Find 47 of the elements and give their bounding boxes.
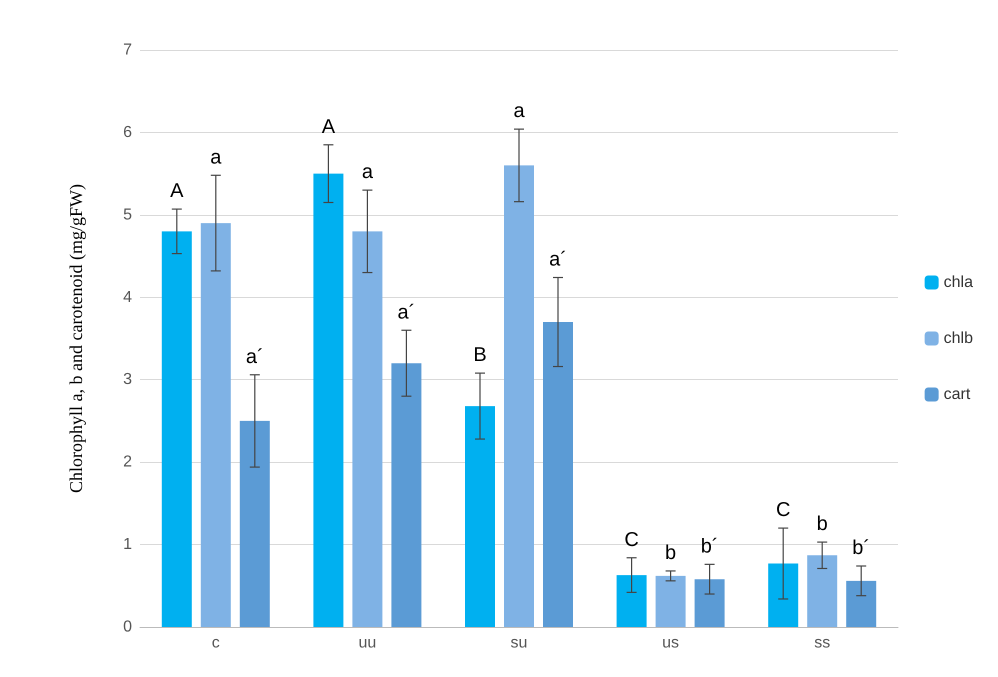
legend-label: chla [944, 274, 974, 291]
y-tick-label: 1 [123, 536, 132, 554]
data-label: B [473, 344, 487, 366]
x-tick-label: su [510, 634, 528, 652]
y-axis-title: Chlorophyll a, b and carotenoid (mg/gFW) [66, 184, 86, 493]
x-tick-label: ss [814, 634, 830, 652]
bar [768, 564, 798, 627]
y-tick-label: 4 [123, 288, 132, 306]
bar [200, 223, 231, 627]
data-label: b [816, 513, 828, 536]
data-label: b [665, 542, 676, 564]
data-label: A [322, 116, 336, 138]
data-label: C [776, 499, 790, 522]
data-label: b´ [852, 537, 870, 560]
y-tick-label: 7 [123, 42, 132, 58]
y-tick-label: 2 [123, 454, 132, 471]
bar [240, 420, 270, 627]
bar [616, 575, 647, 627]
bar [391, 363, 422, 627]
y-tick-label: 3 [123, 371, 132, 388]
bar [465, 406, 495, 627]
x-tick-label: uu [358, 634, 376, 652]
data-label: a [513, 100, 526, 122]
legend-label: cart [944, 386, 971, 403]
bar [846, 580, 876, 627]
data-label: a [362, 161, 374, 184]
bar [656, 576, 686, 627]
y-tick-label: 5 [123, 206, 132, 224]
x-tick-label: us [662, 634, 680, 652]
bar [352, 231, 382, 627]
data-label: a´ [398, 301, 416, 324]
bar [313, 174, 344, 627]
bar [162, 231, 192, 627]
bar [807, 555, 838, 627]
bar [694, 579, 725, 627]
y-tick-label: 6 [123, 124, 132, 141]
data-label: a´ [246, 346, 264, 368]
data-label: a [210, 146, 222, 168]
legend-label: chlb [944, 330, 974, 347]
bar [504, 165, 534, 627]
data-label: C [624, 528, 639, 551]
data-label: a´ [549, 248, 567, 271]
x-tick-label: c [212, 634, 220, 652]
y-tick-label: 0 [123, 618, 132, 636]
bar [543, 322, 573, 627]
data-label: b´ [700, 535, 718, 558]
data-label: A [170, 180, 184, 202]
